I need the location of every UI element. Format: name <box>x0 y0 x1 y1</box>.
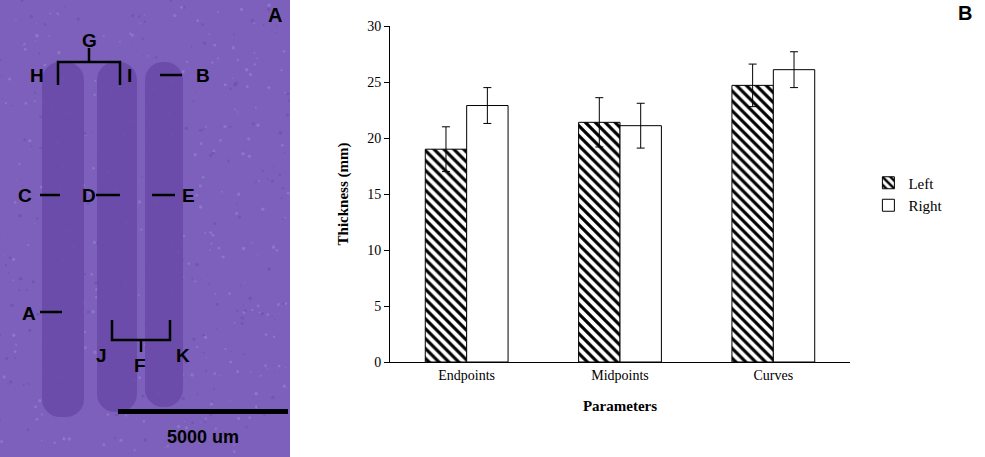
svg-text:0: 0 <box>374 355 381 370</box>
svg-text:Midpoints: Midpoints <box>591 368 649 383</box>
svg-text:C: C <box>18 185 32 206</box>
svg-text:B: B <box>196 65 210 86</box>
svg-text:D: D <box>82 185 96 206</box>
svg-text:Endpoints: Endpoints <box>438 368 495 383</box>
svg-text:E: E <box>182 185 195 206</box>
html-text:B: B <box>958 2 973 24</box>
svg-text:Parameters: Parameters <box>583 398 657 414</box>
svg-text:A: A <box>22 303 36 324</box>
svg-text:15: 15 <box>367 187 381 202</box>
svg-text:G: G <box>82 30 97 51</box>
svg-text:I: I <box>127 65 132 86</box>
svg-text:A: A <box>268 4 282 26</box>
svg-text:10: 10 <box>367 243 381 258</box>
svg-text:Left: Left <box>908 176 934 192</box>
svg-text:Right: Right <box>908 198 942 214</box>
svg-text:F: F <box>134 355 146 376</box>
svg-text:25: 25 <box>367 75 381 90</box>
svg-text:H: H <box>30 65 44 86</box>
svg-text:5000 um: 5000 um <box>167 427 239 447</box>
svg-text:30: 30 <box>367 19 381 34</box>
svg-text:K: K <box>176 345 190 366</box>
svg-text:5: 5 <box>374 299 381 314</box>
svg-text:20: 20 <box>367 131 381 146</box>
svg-text:J: J <box>96 345 107 366</box>
svg-text:Thickness (mm): Thickness (mm) <box>335 143 352 246</box>
svg-text:Curves: Curves <box>753 368 793 383</box>
